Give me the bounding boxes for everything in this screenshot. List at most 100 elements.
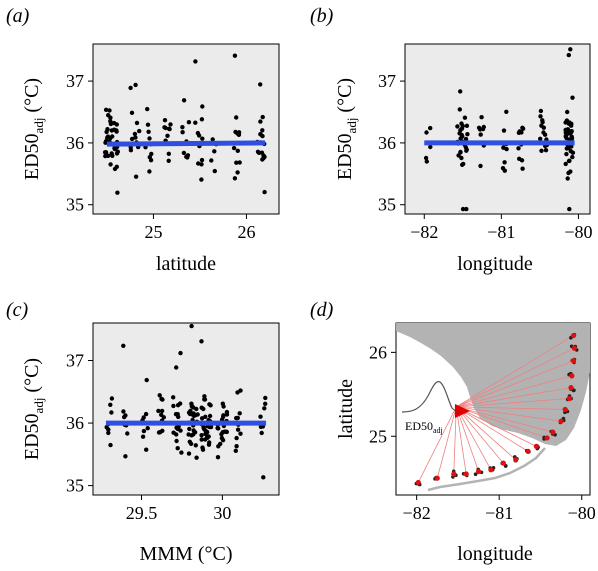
data-point	[108, 402, 113, 407]
data-point	[199, 162, 204, 167]
data-point	[519, 158, 525, 163]
data-point	[103, 140, 108, 145]
panel-a-y-axis-title: ED50adj (°C)	[21, 78, 46, 180]
reef-site-marker	[558, 418, 564, 424]
data-point	[208, 403, 213, 408]
site-connection-line	[456, 406, 548, 439]
site-connection-line	[453, 406, 457, 475]
data-point	[463, 136, 469, 142]
data-point	[207, 440, 212, 445]
data-point	[234, 435, 239, 441]
data-point	[478, 132, 483, 137]
data-point	[570, 150, 576, 155]
data-point	[109, 128, 115, 133]
data-point	[159, 408, 165, 414]
data-point	[538, 108, 544, 114]
data-point	[568, 130, 574, 135]
panel-d-y-axis-title: latitude	[335, 379, 357, 439]
data-point	[460, 206, 466, 212]
data-point	[260, 128, 265, 133]
data-point	[186, 120, 192, 125]
data-point	[262, 406, 267, 411]
panel-d-ticks: −82 −81 −80 25 26	[369, 342, 596, 523]
data-point	[199, 177, 204, 182]
inset-ed50-label: ED50adj	[405, 419, 443, 435]
data-point	[171, 403, 176, 409]
reef-site-marker	[513, 457, 519, 463]
data-point	[104, 425, 109, 430]
data-point	[199, 339, 204, 344]
data-point	[156, 408, 161, 414]
site-connection-line	[456, 347, 575, 408]
reef-site-marker	[415, 479, 421, 486]
reef-site-marker	[463, 471, 469, 477]
site-connection-line	[455, 406, 492, 471]
reef-site-marker	[571, 345, 577, 351]
data-point	[147, 155, 152, 160]
data-point	[158, 430, 163, 435]
data-point	[260, 157, 265, 162]
data-point	[177, 401, 183, 406]
data-point	[193, 120, 198, 125]
reef-site-marker	[544, 435, 550, 441]
data-point	[232, 176, 238, 181]
x-tick-label: −80	[564, 222, 592, 242]
data-point	[260, 114, 265, 120]
data-point	[137, 128, 142, 134]
panel-a-plot-frame	[92, 43, 280, 215]
site-connection-line	[455, 406, 479, 472]
panel-b-plot-frame	[404, 43, 591, 215]
data-point	[165, 133, 170, 138]
panel-d-spokes	[417, 335, 575, 483]
data-point	[464, 206, 469, 212]
data-point	[202, 397, 207, 402]
data-point	[196, 133, 202, 138]
data-point	[200, 104, 205, 109]
inset-density-wedge	[455, 404, 470, 418]
reef-site-point	[473, 472, 478, 477]
data-point	[566, 158, 572, 164]
data-point	[103, 150, 109, 155]
site-connection-line	[436, 406, 457, 479]
data-point	[501, 128, 507, 133]
reef-site-marker	[434, 475, 440, 481]
data-point	[161, 415, 166, 420]
data-point	[203, 437, 208, 442]
panel-c-plot-frame	[92, 322, 280, 496]
panel-a-marks	[102, 53, 267, 195]
reef-site-marker	[488, 467, 494, 473]
panel-d-hub	[454, 405, 458, 409]
x-tick-label: 26	[237, 222, 255, 242]
panel-b-marks	[423, 47, 576, 212]
data-point	[263, 401, 268, 406]
panel-b-x-axis-title: longitude	[457, 253, 533, 275]
data-point	[459, 121, 464, 126]
data-point	[134, 120, 140, 126]
data-point	[132, 131, 138, 137]
data-point	[191, 428, 196, 433]
data-point	[570, 95, 575, 100]
data-point	[189, 403, 195, 409]
data-point	[174, 438, 179, 444]
site-connection-line	[456, 406, 566, 410]
data-point	[502, 160, 507, 165]
panel-a-label: (a)	[6, 5, 30, 27]
data-point	[221, 413, 226, 418]
x-tick-label: −81	[485, 503, 513, 523]
data-point	[233, 448, 238, 453]
data-point	[108, 121, 114, 127]
data-point	[258, 414, 263, 419]
data-point	[564, 151, 569, 157]
data-point	[568, 47, 573, 52]
y-tick-label: 36	[378, 133, 396, 153]
data-point	[543, 148, 549, 153]
data-point	[193, 59, 198, 64]
data-point	[103, 153, 108, 159]
panel-d-x-axis-title: longitude	[457, 543, 533, 565]
data-point	[121, 343, 126, 348]
data-point	[178, 350, 183, 356]
data-point	[105, 134, 111, 139]
data-point	[236, 132, 242, 137]
panel-c-ticks: 29.5 30 35 36 37	[66, 351, 231, 523]
data-point	[171, 430, 176, 435]
